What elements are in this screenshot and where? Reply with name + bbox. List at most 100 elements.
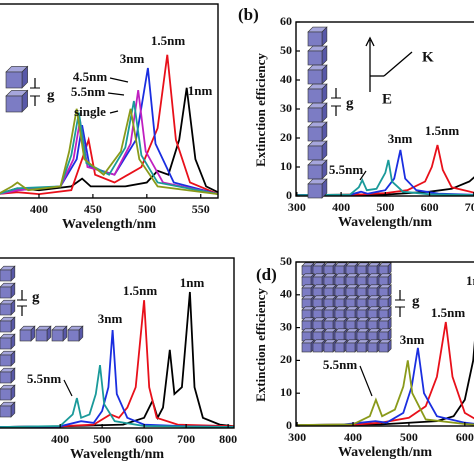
x-tick-label: 700 <box>465 200 474 214</box>
cube-front <box>0 371 12 384</box>
y-tick-label: 20 <box>280 352 292 366</box>
y-tick-label: 10 <box>280 159 292 173</box>
y-tick-label: 40 <box>280 287 292 301</box>
cube-front <box>307 69 323 85</box>
x-tick-label: 500 <box>93 432 111 446</box>
x-tick-label: 400 <box>332 200 350 214</box>
cube-front <box>0 354 12 367</box>
plot-frame <box>295 261 474 427</box>
x-tick-label: 600 <box>456 430 474 444</box>
spectrum-line <box>0 54 218 196</box>
spectrum-line <box>296 159 474 196</box>
series-label: 1.5nm <box>425 123 459 138</box>
k-arrow <box>383 51 413 77</box>
cube-front <box>307 107 323 123</box>
spectrum-line <box>0 364 234 428</box>
y-tick-label: 50 <box>280 254 292 268</box>
x-axis-title: Wavelength/nm <box>338 445 432 460</box>
series-label: single <box>74 104 106 119</box>
series-label: 1nm <box>180 275 205 290</box>
series-label: 1.5nm <box>151 33 185 48</box>
series-label: 5.5nm <box>71 84 105 99</box>
x-tick-label: 500 <box>400 430 418 444</box>
x-tick-label: 600 <box>421 200 439 214</box>
y-axis-title: Extinction efficiency <box>253 288 268 402</box>
annotation: K <box>422 49 434 65</box>
x-tick-label: 800 <box>219 432 237 446</box>
y-tick-label: 50 <box>280 43 292 57</box>
spectrum-line <box>297 340 474 426</box>
x-tick-label: 400 <box>344 430 362 444</box>
x-axis-title: Wavelength/nm <box>338 215 432 230</box>
y-tick-label: 60 <box>280 14 292 28</box>
x-tick-label: 500 <box>138 202 156 216</box>
y-tick-label: 20 <box>280 130 292 144</box>
spectrum-line <box>0 291 234 428</box>
series-label: 3nm <box>120 51 145 66</box>
series-label: 3nm <box>388 131 413 146</box>
series-label: 1nm <box>466 273 474 288</box>
cube-front <box>0 388 12 401</box>
x-axis-title: Wavelength/nm <box>62 217 156 232</box>
series-label: 3nm <box>98 311 123 326</box>
cube-front <box>0 286 12 299</box>
y-tick-label: 30 <box>280 101 292 115</box>
spectrum-line <box>0 89 218 195</box>
annotation: g <box>346 95 354 111</box>
annotation: g <box>412 293 420 309</box>
spectrum-line <box>0 330 234 428</box>
label-arrow <box>109 77 129 83</box>
plot-frame <box>0 3 219 199</box>
cube-front <box>307 88 323 104</box>
x-tick-label: 300 <box>288 200 306 214</box>
cube-front <box>312 342 323 353</box>
cube-front <box>307 183 323 199</box>
cube-front <box>334 342 345 353</box>
cube-front <box>5 95 23 113</box>
plot-area <box>0 291 234 428</box>
series-label: 1nm <box>188 83 213 98</box>
x-tick-label: 450 <box>84 202 102 216</box>
cube-front <box>0 269 12 282</box>
series-label: 4.5nm <box>73 69 107 84</box>
spectrum-line <box>0 108 218 195</box>
label-arrow <box>109 110 119 114</box>
y-tick-label: 0 <box>286 188 292 202</box>
annotation: g <box>32 289 40 305</box>
x-tick-label: 500 <box>376 200 394 214</box>
cube-front <box>307 31 323 47</box>
plot-area <box>0 54 218 196</box>
cube-front <box>356 342 367 353</box>
spectrum-line <box>0 87 218 195</box>
series-label: 1.5nm <box>431 305 465 320</box>
x-tick-label: 400 <box>30 202 48 216</box>
spectrum-line <box>296 149 474 196</box>
cube-front <box>0 337 12 350</box>
spectrum-line <box>0 300 234 428</box>
cube-front <box>19 329 32 342</box>
cube-front <box>323 342 334 353</box>
series-label: 3nm <box>400 332 425 347</box>
label-arrow <box>107 92 125 96</box>
series-label: 5.5nm <box>329 162 363 177</box>
cube-front <box>307 126 323 142</box>
cube-front <box>5 71 23 89</box>
series-label: 1.5nm <box>123 283 157 298</box>
plot-area <box>297 321 474 426</box>
cube-front <box>35 329 48 342</box>
label-arrow <box>63 379 73 397</box>
cube-front <box>0 320 12 333</box>
y-tick-label: 40 <box>280 72 292 86</box>
x-tick-label: 400 <box>51 432 69 446</box>
y-tick-label: 10 <box>280 385 292 399</box>
x-tick-label: 300 <box>288 430 306 444</box>
cube-front <box>307 145 323 161</box>
cube-front <box>307 50 323 66</box>
cube-front <box>301 342 312 353</box>
cube-front <box>367 342 378 353</box>
panel-label: (d) <box>256 265 277 284</box>
spectrum-line <box>297 360 474 426</box>
annotation: E <box>382 91 392 107</box>
plot-frame <box>0 257 235 429</box>
